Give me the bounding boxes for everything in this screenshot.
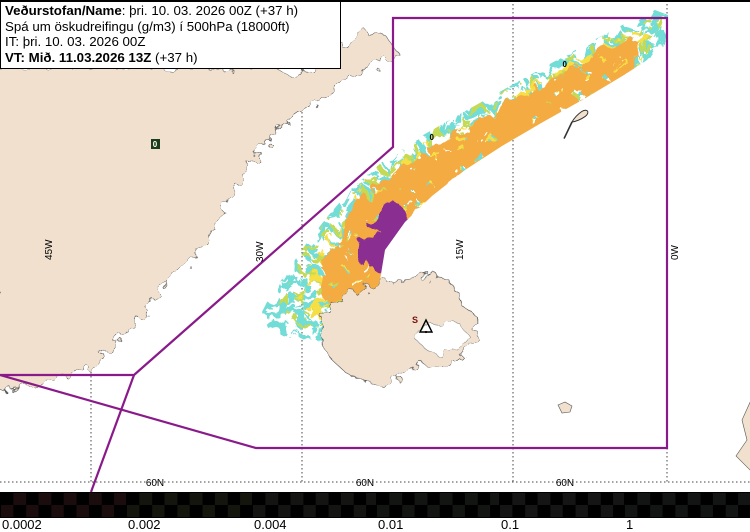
svg-text:0: 0	[430, 133, 435, 142]
svg-text:0W: 0W	[670, 244, 681, 260]
svg-text:S: S	[412, 315, 418, 325]
svg-text:45W: 45W	[44, 239, 55, 260]
svg-text:60N: 60N	[556, 478, 574, 489]
svg-text:15W: 15W	[455, 239, 466, 260]
svg-text:60N: 60N	[356, 478, 374, 489]
svg-text:0: 0	[563, 60, 568, 69]
svg-text:30W: 30W	[255, 241, 266, 262]
svg-text:0: 0	[153, 140, 158, 149]
svg-text:60N: 60N	[146, 478, 164, 489]
